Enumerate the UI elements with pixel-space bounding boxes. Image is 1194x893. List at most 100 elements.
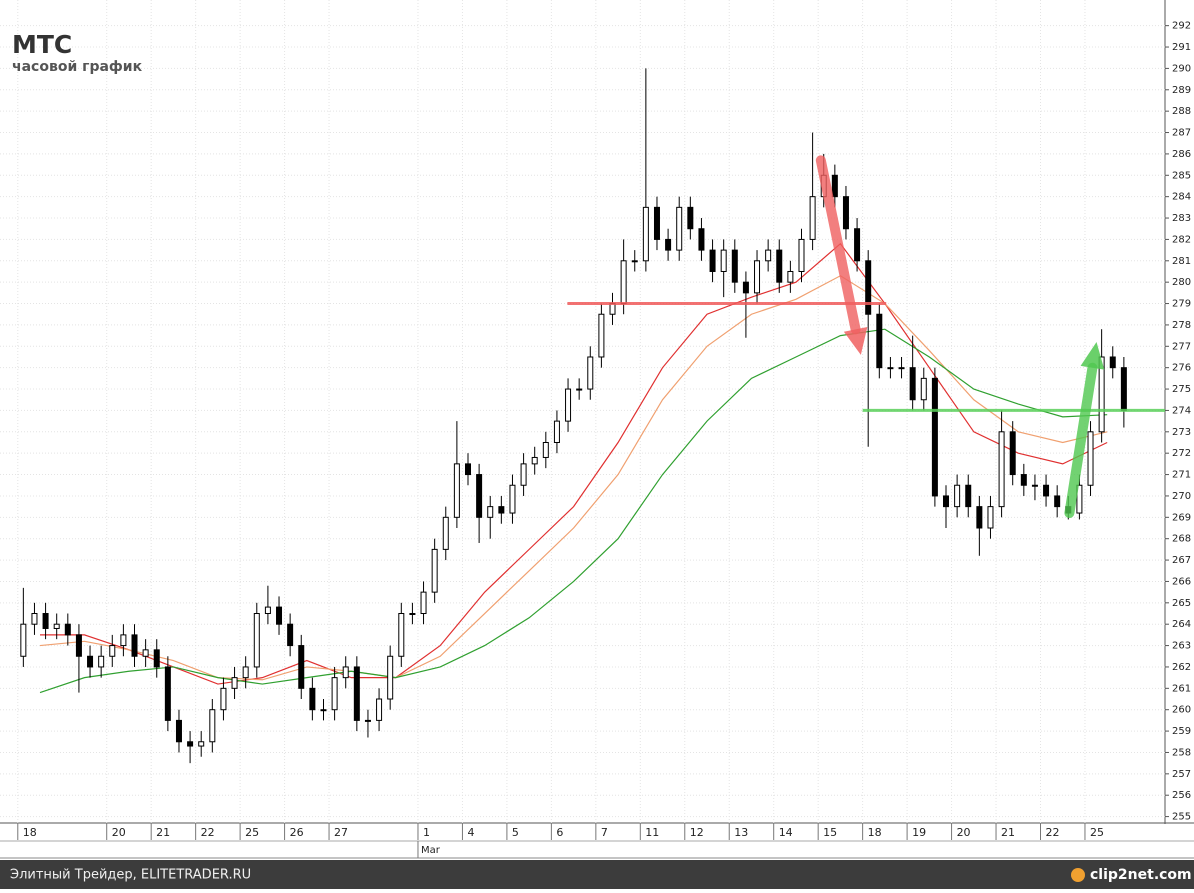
x-tick-label: 26 xyxy=(290,826,304,839)
y-tick-label: 270 xyxy=(1172,491,1191,502)
y-tick-label: 286 xyxy=(1172,149,1191,160)
candle-body xyxy=(1098,356,1105,433)
x-tick-label: 21 xyxy=(156,826,170,839)
candle-body xyxy=(498,506,505,514)
candle-body xyxy=(720,249,727,272)
candle-body xyxy=(576,388,583,391)
candle-body xyxy=(965,484,972,508)
y-tick-label: 277 xyxy=(1172,341,1191,352)
y-tick-label: 259 xyxy=(1172,726,1191,737)
candle-body xyxy=(31,613,38,625)
candle-body xyxy=(309,687,316,711)
candle-body xyxy=(87,655,94,668)
candle-body xyxy=(587,356,594,390)
y-tick-label: 258 xyxy=(1172,747,1191,758)
candle-body xyxy=(20,623,27,657)
candle-body xyxy=(565,388,572,422)
candle-body xyxy=(264,606,271,615)
candle-body xyxy=(1087,431,1094,486)
candle-body xyxy=(1054,495,1061,508)
footer-bar xyxy=(0,860,1194,889)
candle-body xyxy=(787,270,794,283)
month-label: Mar xyxy=(421,845,441,856)
candle-body xyxy=(198,741,205,747)
x-tick-label: 18 xyxy=(868,826,882,839)
y-tick-label: 257 xyxy=(1172,769,1191,780)
y-tick-label: 272 xyxy=(1172,448,1191,459)
footer-source: Элитный Трейдер, ELITETRADER.RU xyxy=(10,868,251,883)
candle-body xyxy=(920,377,927,401)
candle-body xyxy=(42,613,49,629)
candle-body xyxy=(398,613,405,657)
candle-body xyxy=(931,377,938,497)
candle-body xyxy=(1109,356,1116,369)
candle-body xyxy=(1076,484,1083,514)
candle-body xyxy=(353,666,360,721)
candle-body xyxy=(331,677,338,711)
arrow-head xyxy=(843,326,868,355)
y-tick-label: 268 xyxy=(1172,534,1191,545)
candle-body xyxy=(442,516,449,550)
moving-average xyxy=(39,328,1108,694)
candle-body xyxy=(276,606,283,625)
candle-body xyxy=(209,709,216,743)
candle-body xyxy=(553,420,560,443)
candle-body xyxy=(376,698,383,721)
x-tick-label: 21 xyxy=(1001,826,1015,839)
x-tick-label: 25 xyxy=(245,826,259,839)
y-tick-label: 260 xyxy=(1172,705,1191,716)
y-tick-label: 275 xyxy=(1172,384,1191,395)
candle-body xyxy=(731,249,738,283)
y-tick-label: 281 xyxy=(1172,256,1191,267)
candle-body xyxy=(854,228,861,262)
y-tick-label: 261 xyxy=(1172,683,1191,694)
arrow-shaft xyxy=(1064,362,1098,519)
y-tick-label: 284 xyxy=(1172,192,1191,203)
y-tick-label: 283 xyxy=(1172,213,1191,224)
candle-body xyxy=(453,463,460,518)
candle-body xyxy=(1120,367,1127,411)
candle-body xyxy=(509,484,516,514)
y-tick-label: 255 xyxy=(1172,812,1191,823)
arrow-shaft xyxy=(815,155,861,335)
candle-body xyxy=(1020,474,1027,486)
candle-body xyxy=(476,474,483,518)
y-tick-label: 282 xyxy=(1172,234,1191,245)
candle-body xyxy=(320,709,327,712)
candle-body xyxy=(431,548,438,593)
x-tick-label: 5 xyxy=(512,826,519,839)
y-tick-label: 262 xyxy=(1172,662,1191,673)
arrow-head xyxy=(1080,342,1105,370)
candle-body xyxy=(943,495,950,508)
candle-body xyxy=(742,281,749,294)
y-tick-label: 291 xyxy=(1172,42,1191,53)
candle-body xyxy=(876,313,883,369)
candle-body xyxy=(909,367,916,401)
footer-logo: clip2net.com xyxy=(1090,867,1192,883)
moving-average xyxy=(40,242,1108,685)
candle-body xyxy=(687,206,694,230)
y-tick-label: 280 xyxy=(1172,277,1191,288)
candle-body xyxy=(109,645,116,657)
candle-body xyxy=(776,249,783,283)
candle-body xyxy=(842,196,849,230)
x-tick-label: 20 xyxy=(112,826,126,839)
y-tick-label: 285 xyxy=(1172,170,1191,181)
candle-body xyxy=(131,634,138,657)
candle-body xyxy=(887,367,894,370)
y-tick-label: 267 xyxy=(1172,555,1191,566)
chart-title: МТС xyxy=(12,30,72,59)
x-tick-label: 15 xyxy=(823,826,837,839)
candle-body xyxy=(242,666,249,679)
candle-body xyxy=(153,649,160,668)
candle-body xyxy=(609,303,616,315)
y-tick-label: 271 xyxy=(1172,470,1191,481)
candle-body xyxy=(898,367,905,370)
candle-body xyxy=(387,655,394,700)
candle-body xyxy=(98,655,105,668)
y-tick-label: 287 xyxy=(1172,128,1191,139)
x-tick-label: 11 xyxy=(645,826,659,839)
candle-body xyxy=(642,206,649,262)
candle-body xyxy=(220,687,227,711)
